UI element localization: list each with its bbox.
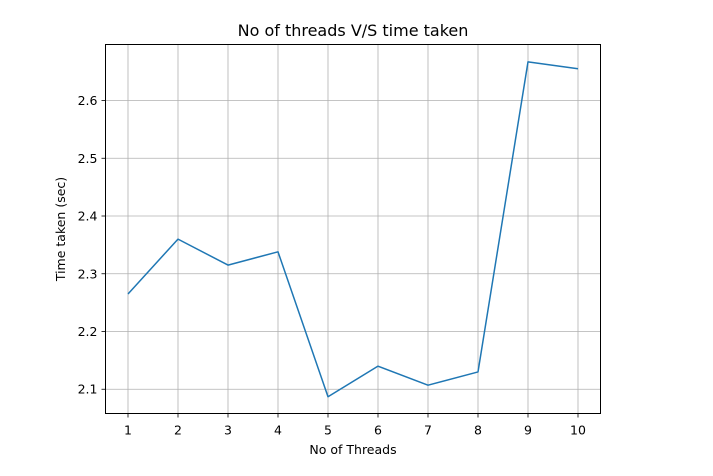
- axis-ticks: 1 2 3 4 5 6 7 8 9 10 2.1 2.2 2.3 2.4 2.5 2.6: [78, 93, 586, 437]
- y-tick-label: 2.4: [78, 209, 98, 224]
- x-tick-label: 4: [274, 423, 282, 438]
- grid-lines: [105, 44, 601, 414]
- x-tick-label: 8: [474, 423, 482, 438]
- y-tick-label: 2.2: [78, 324, 98, 339]
- series-line: [127, 61, 579, 398]
- y-tick-label: 2.1: [78, 382, 98, 397]
- x-tick-label: 5: [324, 423, 332, 438]
- x-tick-label: 3: [224, 423, 232, 438]
- x-tick-label: 9: [524, 423, 532, 438]
- x-tick-label: 2: [174, 423, 182, 438]
- chart-title: No of threads V/S time taken: [238, 21, 469, 40]
- y-tick-label: 2.6: [78, 93, 98, 108]
- plot-frame: [105, 44, 601, 414]
- x-tick-label: 7: [424, 423, 432, 438]
- y-axis-label: Time taken (sec): [53, 177, 68, 282]
- y-tick-label: 2.3: [78, 266, 98, 281]
- x-tick-label: 10: [570, 423, 586, 438]
- x-axis-label: No of Threads: [309, 442, 396, 457]
- y-tick-label: 2.5: [78, 151, 98, 166]
- x-tick-label: 1: [124, 423, 132, 438]
- series-layer: [127, 61, 579, 398]
- x-tick-label: 6: [374, 423, 382, 438]
